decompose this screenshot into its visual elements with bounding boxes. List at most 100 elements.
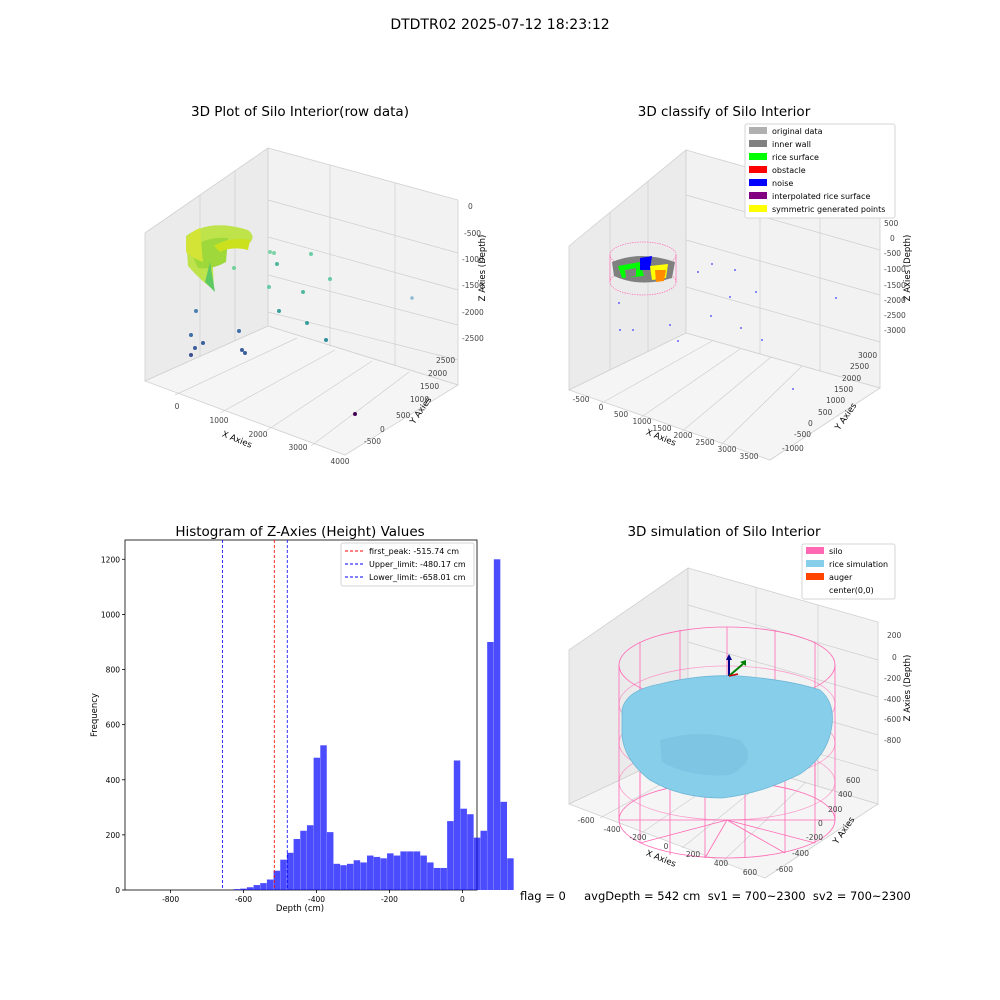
p2-xtick: 3000 [717, 445, 736, 454]
p1-ytick: 2500 [436, 356, 455, 365]
p4-ytick: 600 [846, 776, 861, 785]
p2-xtick: 1000 [632, 417, 651, 426]
p2-legend-swatch [749, 127, 767, 134]
p2-legend-label: noise [772, 179, 793, 188]
p1-zlabel: Z Axies (Depth) [478, 235, 488, 302]
p4-legend-label: auger [829, 573, 853, 582]
p2-ytick: -1000 [782, 444, 804, 453]
histogram-ytick-label: 1000 [101, 610, 120, 619]
p2-ytick: 1000 [826, 396, 845, 405]
p2-xtick: 500 [614, 410, 629, 419]
p1-ztick: 0 [468, 202, 473, 211]
p4-ztick: -400 [884, 695, 901, 704]
p4-legend-label: silo [829, 547, 843, 556]
histogram-bar [340, 865, 347, 890]
panel2-title: 3D classify of Silo Interior [637, 104, 811, 120]
p1-xtick: 2000 [248, 430, 267, 439]
p2-legend-swatch [749, 140, 767, 147]
histogram-xtick-label: -200 [381, 895, 398, 904]
p4-ztick: -200 [884, 674, 901, 683]
histogram-bar [427, 862, 434, 890]
p2-ztick: -1000 [884, 265, 906, 274]
histogram-legend [340, 542, 475, 587]
p2-ztick: -2000 [884, 296, 906, 305]
p2-xtick: -500 [572, 395, 589, 404]
histogram-bar [500, 801, 508, 890]
p4-xtick: -600 [577, 816, 594, 825]
p1-scatter-points [189, 250, 414, 416]
histogram-bar [273, 870, 281, 890]
p2-ytick: 2500 [850, 362, 869, 371]
histogram-xtick-label: -800 [162, 895, 179, 904]
histogram-bar [306, 825, 314, 890]
histogram-yticks: 0 200 400 600 800 1000 1200 [101, 555, 125, 895]
p2-ztick: 500 [884, 219, 899, 228]
p4-ytick: -200 [806, 833, 823, 842]
p2-legend-swatch [749, 179, 767, 186]
histogram-ylabel: Frequency [90, 693, 100, 737]
p4-zlabel: Z Axies (Depth) [903, 655, 913, 722]
histogram-bar [353, 860, 361, 890]
p4-ztick: -800 [884, 736, 901, 745]
p4-auger-arrows [726, 654, 746, 677]
p2-legend-swatch [749, 192, 767, 199]
p1-xtick: 1000 [209, 416, 228, 425]
p2-ztick: -1500 [884, 281, 906, 290]
panel1-3d-axes: 0 1000 2000 3000 4000 -500 0 500 1000 15… [143, 147, 488, 466]
p4-xtick: 0 [664, 842, 669, 851]
histogram-ytick-label: 600 [106, 721, 121, 730]
panel4-title: 3D simulation of Silo Interior [627, 524, 821, 540]
p2-noise-points [618, 263, 837, 390]
histogram-bar [233, 889, 240, 890]
histogram-xticks: -800 -600 -400 -200 0 [162, 890, 465, 904]
panel4-tick-labels: -600 -400 -200 0 200 400 600 -600 -400 -… [577, 631, 901, 877]
p2-ztick: -3000 [884, 326, 906, 335]
p4-xtick: 400 [714, 859, 729, 868]
p1-ztick: -1000 [462, 255, 484, 264]
histogram-bar [320, 745, 327, 890]
panel4-3d-axes: -600 -400 -200 0 200 400 600 -600 -400 -… [567, 567, 913, 879]
histogram-bar [373, 856, 381, 890]
p1-point-cloud [186, 225, 253, 292]
panel2-tick-labels: -500 0 500 1000 1500 2000 2500 3000 3500… [572, 219, 906, 461]
p4-ztick: 0 [892, 653, 897, 662]
histogram-bar [333, 863, 341, 890]
histogram-bar [313, 757, 321, 890]
histogram-bar [413, 851, 421, 890]
p1-xtick: 4000 [330, 457, 349, 466]
p4-legend-label: rice simulation [829, 560, 888, 569]
p2-ytick: 500 [818, 408, 833, 417]
p2-xtick: 3500 [739, 452, 758, 461]
histogram-bar [300, 830, 307, 890]
p2-ztick: 0 [890, 234, 895, 243]
status-footer: flag = 0 avgDepth = 542 cm sv1 = 700~230… [520, 889, 911, 903]
p1-ytick: 1500 [420, 382, 439, 391]
p2-legend-label: symmetric generated points [772, 205, 885, 214]
p2-silo-cluster [609, 241, 677, 296]
p1-ytick: 500 [396, 411, 411, 420]
histogram-bar [326, 832, 334, 890]
panel1-title: 3D Plot of Silo Interior(row data) [191, 104, 409, 120]
p1-ytick: 2000 [428, 369, 447, 378]
histogram-bar [493, 559, 501, 890]
histogram-bar [393, 855, 401, 890]
histogram-bar [447, 821, 454, 890]
p4-ytick: 200 [828, 805, 843, 814]
figure-title: DTDTR02 2025-07-12 18:23:12 [390, 17, 610, 33]
histogram-bar [433, 867, 441, 890]
p1-ztick: -500 [464, 229, 481, 238]
p2-ytick: 0 [808, 419, 813, 428]
histogram-ytick-label: 800 [106, 666, 121, 675]
p4-ytick: 400 [838, 790, 853, 799]
p2-xtick: 2500 [695, 438, 714, 447]
p4-legend: silo rice simulation auger center(0,0) [801, 543, 896, 600]
histogram-xtick-label: -400 [308, 895, 325, 904]
p1-ytick: 0 [380, 425, 385, 434]
histogram-bar [387, 853, 394, 890]
p4-legend-label: center(0,0) [829, 586, 874, 595]
histogram-bar [240, 888, 247, 890]
p4-ztick: -600 [884, 715, 901, 724]
p2-legend: original data inner wall rice surface obsta… [744, 123, 896, 219]
p4-xtick: -400 [603, 825, 620, 834]
p4-xtick: 200 [686, 850, 701, 859]
